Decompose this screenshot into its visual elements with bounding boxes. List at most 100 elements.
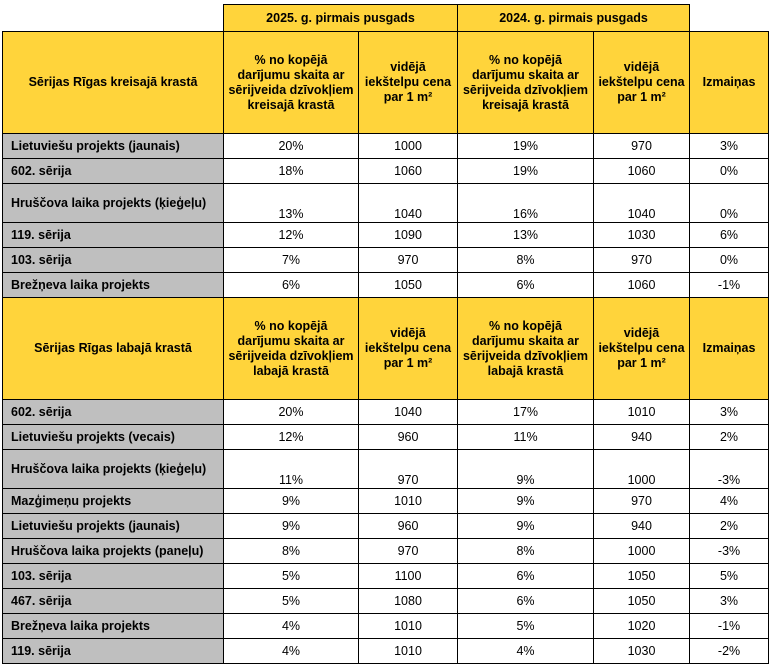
cell-share2025: 13%: [223, 183, 359, 223]
period-header-row: 2025. g. pirmais pusgads 2024. g. pirmai…: [3, 4, 769, 32]
right-change-header: Izmaiņas: [689, 297, 770, 400]
cell-share2025: 20%: [223, 399, 359, 425]
cell-price2024: 940: [593, 513, 691, 539]
series-name: 103. sērija: [2, 563, 224, 589]
cell-share2025: 5%: [223, 563, 359, 589]
period-2024-header: 2024. g. pirmais pusgads: [457, 4, 691, 32]
table-row: 103. sērija 5% 1100 6% 1050 5%: [2, 563, 770, 589]
cell-share2025: 12%: [223, 222, 359, 248]
cell-price2024: 970: [593, 488, 691, 514]
table-row: 467. sērija 5% 1080 6% 1050 3%: [2, 588, 770, 614]
series-name: 119. sērija: [2, 638, 224, 664]
cell-price2024: 1030: [593, 638, 691, 664]
table-row: 119. sērija 4% 1010 4% 1030 -2%: [2, 638, 770, 664]
cell-share2025: 20%: [223, 133, 359, 159]
series-name: Hruščova laika projekts (ķieģeļu): [2, 183, 224, 223]
cell-share2025: 5%: [223, 588, 359, 614]
corner-blank: [3, 5, 224, 32]
table-row: Brežņeva laika projekts 4% 1010 5% 1020 -1%: [2, 613, 770, 639]
cell-share2024: 13%: [457, 222, 595, 248]
cell-share2025: 4%: [223, 613, 359, 639]
table-row: 103. sērija 7% 970 8% 970 0%: [2, 247, 770, 273]
cell-price2025: 1000: [357, 133, 459, 159]
table-row: 602. sērija 18% 1060 19% 1060 0%: [2, 158, 770, 184]
series-name: Hruščova laika projekts (ķieģeļu): [2, 449, 224, 489]
table-row: Hruščova laika projekts (paneļu) 8% 970 8% 1…: [2, 538, 770, 564]
cell-change: 4%: [689, 488, 770, 514]
table-row: 602. sērija 20% 1040 17% 1010 3%: [2, 399, 770, 425]
series-name: 602. sērija: [2, 158, 224, 184]
table-row: Lietuviešu projekts (vecais) 12% 960 11% 940…: [2, 424, 770, 450]
table-row: Mazģimeņu projekts 9% 1010 9% 970 4%: [2, 488, 770, 514]
cell-price2025: 1060: [357, 158, 459, 184]
cell-price2024: 1010: [593, 399, 691, 425]
cell-share2024: 9%: [457, 449, 595, 489]
series-name: 467. sērija: [2, 588, 224, 614]
cell-share2024: 17%: [457, 399, 595, 425]
right-share-2024-header: % no kopējā darījumu skaita ar sērijveid…: [457, 297, 595, 400]
series-name: Brežņeva laika projekts: [2, 613, 224, 639]
right-section-title: Sērijas Rīgas labajā krastā: [2, 297, 224, 400]
cell-change: -1%: [689, 272, 770, 298]
table-row: Hruščova laika projekts (ķieģeļu) 13% 1040…: [2, 183, 770, 223]
right-section-header-row: Sērijas Rīgas labajā krastā% no kopējā d…: [2, 297, 770, 400]
cell-share2025: 4%: [223, 638, 359, 664]
cell-price2025: 1090: [357, 222, 459, 248]
cell-change: 0%: [689, 183, 770, 223]
cell-price2025: 1080: [357, 588, 459, 614]
cell-share2025: 11%: [223, 449, 359, 489]
cell-share2024: 16%: [457, 183, 595, 223]
cell-price2024: 1000: [593, 449, 691, 489]
cell-share2024: 9%: [457, 513, 595, 539]
cell-change: -3%: [689, 538, 770, 564]
left-section-title: Sērijas Rīgas kreisajā krastā: [2, 31, 224, 134]
cell-price2024: 1050: [593, 588, 691, 614]
cell-price2024: 1020: [593, 613, 691, 639]
cell-change: 2%: [689, 513, 770, 539]
cell-price2025: 960: [357, 424, 459, 450]
cell-change: 6%: [689, 222, 770, 248]
cell-share2025: 7%: [223, 247, 359, 273]
series-name: Lietuviešu projekts (vecais): [2, 424, 224, 450]
cell-share2024: 8%: [457, 538, 595, 564]
cell-change: -1%: [689, 613, 770, 639]
cell-share2025: 9%: [223, 513, 359, 539]
cell-price2025: 1010: [357, 638, 459, 664]
cell-change: 0%: [689, 247, 770, 273]
cell-change: 3%: [689, 399, 770, 425]
price-table: 2025. g. pirmais pusgads 2024. g. pirmai…: [2, 4, 770, 664]
cell-share2024: 19%: [457, 133, 595, 159]
cell-change: 2%: [689, 424, 770, 450]
cell-change: 3%: [689, 133, 770, 159]
right-share-2025-header: % no kopējā darījumu skaita ar sērijveid…: [223, 297, 359, 400]
series-name: Lietuviešu projekts (jaunais): [2, 513, 224, 539]
cell-share2024: 8%: [457, 247, 595, 273]
series-name: 103. sērija: [2, 247, 224, 273]
cell-price2025: 960: [357, 513, 459, 539]
table-row: Lietuviešu projekts (jaunais) 9% 960 9% 940 2…: [2, 513, 770, 539]
cell-share2025: 12%: [223, 424, 359, 450]
cell-price2025: 1010: [357, 613, 459, 639]
cell-price2025: 970: [357, 449, 459, 489]
cell-share2024: 4%: [457, 638, 595, 664]
cell-price2025: 1100: [357, 563, 459, 589]
cell-price2024: 1030: [593, 222, 691, 248]
corner-blank: [690, 5, 769, 32]
left-price-2024-header: vidējā iekštelpu cena par 1 m²: [593, 31, 691, 134]
cell-share2024: 5%: [457, 613, 595, 639]
cell-price2025: 1040: [357, 183, 459, 223]
cell-price2025: 970: [357, 247, 459, 273]
left-share-2025-header: % no kopējā darījumu skaita ar sērijveid…: [223, 31, 359, 134]
cell-share2025: 18%: [223, 158, 359, 184]
cell-change: -2%: [689, 638, 770, 664]
cell-price2024: 1000: [593, 538, 691, 564]
cell-share2024: 9%: [457, 488, 595, 514]
cell-price2025: 1050: [357, 272, 459, 298]
cell-change: 0%: [689, 158, 770, 184]
right-price-2024-header: vidējā iekštelpu cena par 1 m²: [593, 297, 691, 400]
cell-price2025: 1010: [357, 488, 459, 514]
cell-share2024: 6%: [457, 588, 595, 614]
cell-price2024: 1060: [593, 272, 691, 298]
cell-share2025: 6%: [223, 272, 359, 298]
